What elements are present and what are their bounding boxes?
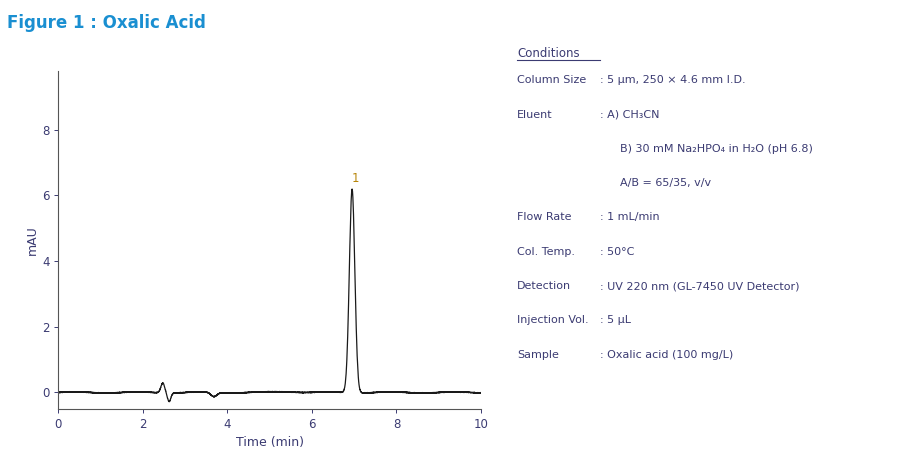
Text: Col. Temp.: Col. Temp. <box>517 247 575 257</box>
Text: 1: 1 <box>352 172 359 185</box>
Text: B) 30 mM Na₂HPO₄ in H₂O (pH 6.8): B) 30 mM Na₂HPO₄ in H₂O (pH 6.8) <box>620 144 814 154</box>
X-axis label: Time (min): Time (min) <box>236 437 304 449</box>
Text: Detection: Detection <box>517 281 571 291</box>
Text: Figure 1 : Oxalic Acid: Figure 1 : Oxalic Acid <box>7 14 206 32</box>
Text: Injection Vol.: Injection Vol. <box>517 315 589 325</box>
Text: : A) CH₃CN: : A) CH₃CN <box>600 110 659 119</box>
Text: Column Size: Column Size <box>517 75 586 85</box>
Text: : 50°C: : 50°C <box>600 247 634 257</box>
Text: : 1 mL/min: : 1 mL/min <box>600 212 659 222</box>
Text: Conditions: Conditions <box>517 47 580 60</box>
Text: : 5 μm, 250 × 4.6 mm I.D.: : 5 μm, 250 × 4.6 mm I.D. <box>600 75 745 85</box>
Text: : Oxalic acid (100 mg/L): : Oxalic acid (100 mg/L) <box>600 350 733 360</box>
Text: Sample: Sample <box>517 350 559 360</box>
Text: A/B = 65/35, v/v: A/B = 65/35, v/v <box>620 178 711 188</box>
Y-axis label: mAU: mAU <box>26 225 40 255</box>
Text: Flow Rate: Flow Rate <box>517 212 572 222</box>
Text: : UV 220 nm (GL-7450 UV Detector): : UV 220 nm (GL-7450 UV Detector) <box>600 281 799 291</box>
Text: Eluent: Eluent <box>517 110 553 119</box>
Text: : 5 μL: : 5 μL <box>600 315 630 325</box>
